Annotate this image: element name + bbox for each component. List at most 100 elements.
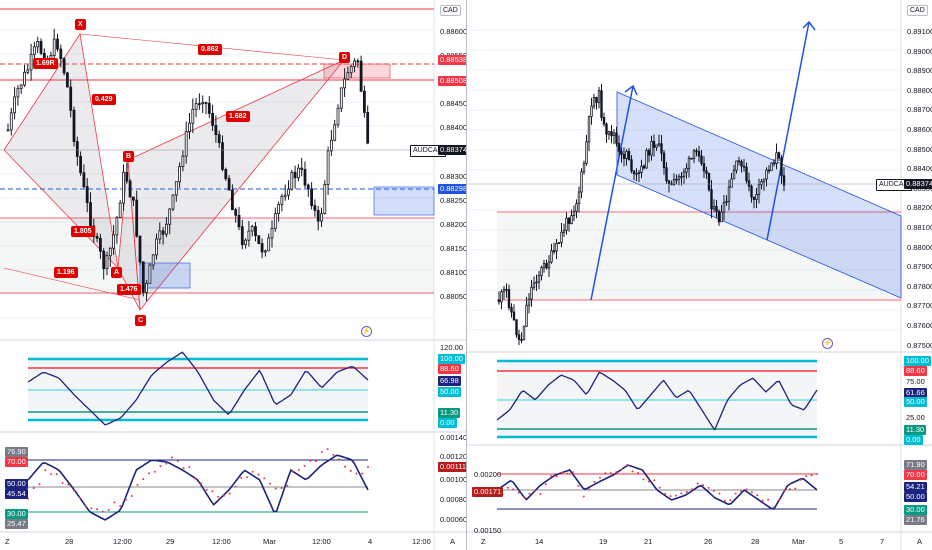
- lightning-icon[interactable]: ⚡: [361, 326, 372, 337]
- rsi-level-50: 50.00: [904, 397, 927, 407]
- chart-canvas[interactable]: [0, 0, 466, 550]
- candle: [333, 124, 337, 141]
- trend-arrow: [590, 85, 634, 301]
- candle: [148, 264, 152, 284]
- candle: [293, 171, 297, 179]
- indicator-dot: [734, 492, 737, 495]
- indicator-dot: [245, 476, 248, 479]
- indicator-dot: [658, 486, 661, 489]
- chart-pane-1h[interactable]: AUDCAD, 1h Australian Dollar / Canadian …: [0, 0, 467, 550]
- candle: [52, 38, 56, 56]
- candle: [637, 172, 641, 174]
- indicator-dot: [517, 491, 520, 494]
- indicator-dot: [750, 491, 753, 494]
- candle: [757, 184, 761, 195]
- indicator-dot: [274, 487, 277, 490]
- candle: [587, 116, 591, 143]
- indicator-dot: [626, 463, 629, 466]
- candle: [580, 171, 583, 193]
- candle: [336, 107, 340, 126]
- candle: [112, 234, 115, 249]
- candle: [201, 102, 205, 105]
- candle: [158, 230, 162, 240]
- candle: [575, 203, 578, 212]
- candle: [188, 122, 191, 132]
- candle: [525, 304, 528, 327]
- candle: [565, 217, 568, 231]
- candle: [227, 178, 231, 191]
- candle: [707, 172, 711, 191]
- candle: [141, 261, 145, 293]
- indicator-dot: [211, 490, 214, 493]
- candle: [510, 307, 513, 313]
- candle: [537, 275, 541, 283]
- indicator-dot: [332, 453, 335, 456]
- x-axis-label: 12:00: [312, 537, 331, 546]
- price-axis-label: 0.88600: [440, 27, 467, 36]
- candle: [62, 58, 66, 74]
- background: [0, 0, 466, 550]
- candle: [122, 171, 125, 204]
- candle: [762, 178, 766, 182]
- candle: [605, 123, 608, 135]
- indicator-dot: [647, 480, 650, 483]
- candle: [151, 254, 155, 266]
- rsi-level-100: 100.00: [438, 354, 465, 364]
- x-axis-label: A: [450, 537, 456, 546]
- candle: [502, 288, 506, 293]
- price-tag-blue: 0.88298: [438, 184, 466, 194]
- osc-left-label: 76.90: [5, 447, 28, 457]
- indicator-dot: [355, 472, 358, 475]
- chart-canvas[interactable]: [467, 0, 932, 550]
- candle: [625, 150, 628, 159]
- indicator-dot: [740, 490, 743, 493]
- candle: [296, 167, 300, 179]
- candle: [542, 263, 546, 269]
- indicator-dot: [96, 508, 99, 511]
- indicator-dot: [506, 486, 509, 489]
- osc-left-label: 50.00: [5, 479, 28, 489]
- indicator-dot: [523, 496, 526, 499]
- price-axis-label: 0.87900: [907, 262, 932, 272]
- x-axis-label: 12:00: [212, 537, 231, 546]
- candle: [527, 298, 531, 306]
- indicator-dot: [702, 483, 705, 486]
- price-axis-label: 0.89100: [907, 27, 932, 36]
- candle: [592, 96, 596, 107]
- candle: [557, 242, 561, 244]
- candle: [267, 237, 271, 252]
- stoch-value: 0.00111: [438, 462, 466, 472]
- indicator-dot: [182, 467, 185, 470]
- indicator-dot: [788, 488, 791, 491]
- candle: [306, 184, 310, 190]
- rsi-line: [496, 371, 818, 431]
- indicator-dot: [130, 494, 133, 497]
- candle: [79, 155, 82, 174]
- candle: [655, 144, 658, 148]
- ratio-label: 1.682: [226, 111, 250, 122]
- indicator-dot: [315, 460, 318, 463]
- candle: [145, 282, 149, 293]
- indicator-dot: [794, 487, 797, 490]
- entry-box: [139, 262, 191, 289]
- candle: [522, 325, 526, 341]
- candle: [627, 150, 631, 161]
- lightning-icon[interactable]: ⚡: [822, 338, 833, 349]
- candle: [695, 150, 698, 153]
- indicator-dot: [761, 499, 764, 502]
- indicator-dot: [550, 475, 553, 478]
- candle: [727, 186, 731, 202]
- candle: [772, 162, 776, 165]
- candle: [178, 166, 182, 183]
- indicator-dot: [756, 494, 759, 497]
- candle: [585, 141, 588, 164]
- indicator-dot: [620, 468, 623, 471]
- indicator-dot: [604, 472, 607, 475]
- pattern-point-x: X: [75, 19, 86, 30]
- axis-label: 0.00060: [440, 515, 467, 524]
- indicator-dot: [188, 466, 191, 469]
- price-axis-label: 0.88700: [907, 105, 932, 115]
- chart-pane-4h[interactable]: AUDCAD, 4h Australian Dollar / Canadian …: [467, 0, 932, 550]
- pattern-point-c: C: [135, 315, 147, 326]
- candle: [263, 250, 267, 253]
